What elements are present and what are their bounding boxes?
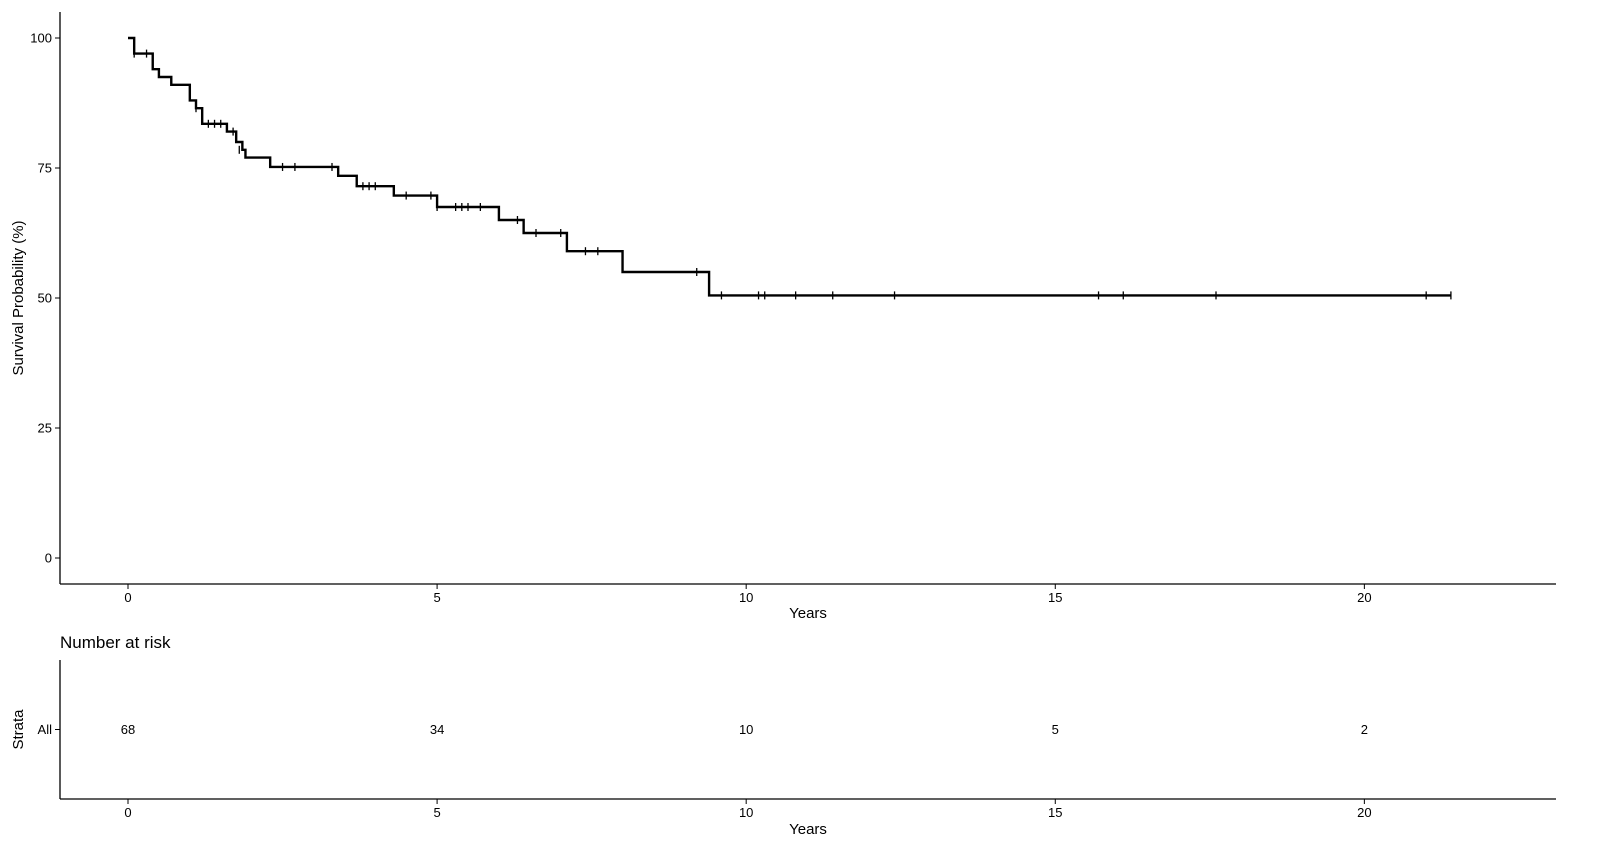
km-axes	[59, 12, 1556, 585]
risk-value-cell: 5	[1052, 722, 1059, 737]
survival-curve	[128, 36, 1451, 297]
km-x-ticks: 0 5 10 15 20	[124, 584, 1372, 605]
risk-value-cell: 68	[121, 722, 135, 737]
km-x-tick-label: 15	[1048, 590, 1062, 605]
km-y-tick-label: 0	[45, 551, 52, 566]
km-y-tick-label: 50	[38, 291, 52, 306]
risk-row-label: All	[38, 722, 53, 737]
risk-x-tick-label: 10	[739, 805, 753, 820]
km-y-tick-label: 75	[38, 161, 52, 176]
risk-x-tick-label: 15	[1048, 805, 1062, 820]
risk-value-cell: 2	[1361, 722, 1368, 737]
km-y-ticks: 0 25 50 75 100	[30, 31, 60, 566]
risk-value-cell: 34	[430, 722, 444, 737]
risk-x-axis-title: Years	[789, 821, 827, 838]
km-y-tick-label: 25	[38, 421, 52, 436]
risk-row-labels: All	[38, 722, 60, 737]
risk-y-axis-title: Strata	[10, 709, 27, 750]
km-x-tick-label: 20	[1357, 590, 1371, 605]
risk-axes	[59, 660, 1556, 800]
km-x-axis-title: Years	[789, 605, 827, 622]
risk-x-tick-label: 5	[433, 805, 440, 820]
km-y-tick-label: 100	[30, 31, 52, 46]
censor-marks	[133, 49, 1452, 300]
risk-values: 68 34 10 5 2	[121, 722, 1368, 737]
km-y-axis-title: Survival Probability (%)	[10, 220, 27, 375]
km-x-tick-label: 10	[739, 590, 753, 605]
km-plot-panel: 0 25 50 75 100 0 5 10 15 20 Years Survival Proba…	[10, 12, 1556, 622]
risk-table-title: Number at risk	[60, 633, 171, 652]
risk-x-tick-label: 20	[1357, 805, 1371, 820]
risk-table-panel: Number at risk 0 5 10 15 20 68 34 10 5 2 All Yea…	[10, 633, 1556, 838]
risk-value-cell: 10	[739, 722, 753, 737]
km-x-tick-label: 0	[124, 590, 131, 605]
km-x-tick-label: 5	[433, 590, 440, 605]
risk-x-ticks: 0 5 10 15 20	[124, 799, 1372, 820]
survival-step-line	[128, 36, 1451, 297]
risk-x-tick-label: 0	[124, 805, 131, 820]
